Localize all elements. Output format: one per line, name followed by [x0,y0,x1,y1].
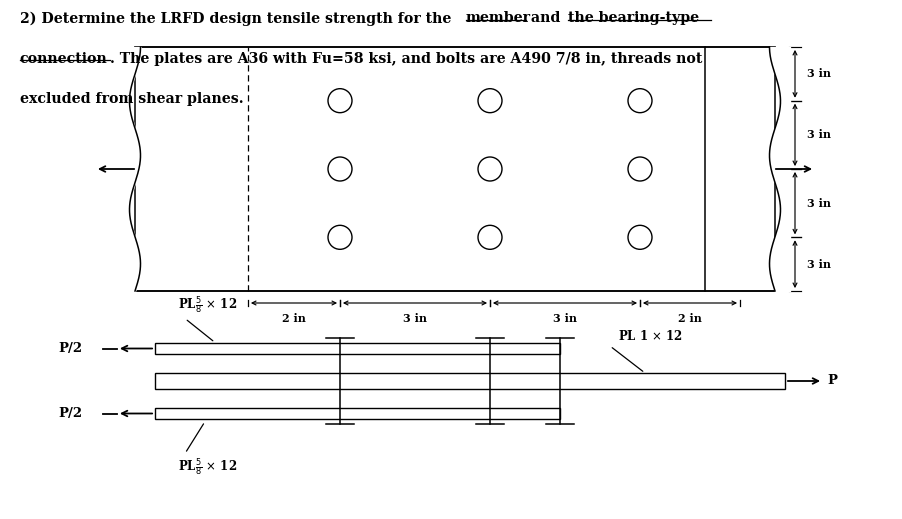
Circle shape [627,157,651,181]
Text: 3 in: 3 in [806,129,830,140]
Text: P: P [826,375,836,388]
Text: PL$\frac{5}{8}$ $\times$ 12: PL$\frac{5}{8}$ $\times$ 12 [178,294,237,316]
Text: 3 in: 3 in [806,198,830,209]
Circle shape [627,89,651,113]
Circle shape [327,157,352,181]
Circle shape [327,225,352,249]
Text: 3 in: 3 in [402,313,427,324]
Text: 3 in: 3 in [806,69,830,79]
Text: and: and [526,11,565,25]
Text: excluded from shear planes.: excluded from shear planes. [20,92,244,106]
Text: 2 in: 2 in [281,313,306,324]
Text: 2) Determine the LRFD design tensile strength for the: 2) Determine the LRFD design tensile str… [20,11,456,26]
Text: . The plates are A36 with Fu=58 ksi, and bolts are A490 7/8 in, threads not: . The plates are A36 with Fu=58 ksi, and… [110,52,702,66]
Text: PL 1 $\times$ 12: PL 1 $\times$ 12 [617,329,682,343]
Text: 2 in: 2 in [677,313,701,324]
Text: 3 in: 3 in [806,258,830,270]
Circle shape [627,225,651,249]
Text: PL$\frac{5}{8}$ $\times$ 12: PL$\frac{5}{8}$ $\times$ 12 [178,457,237,478]
Text: member: member [465,11,530,25]
Bar [155,408,559,419]
Bar [135,47,774,291]
Text: connection: connection [20,52,107,66]
Circle shape [477,225,502,249]
Bar [155,343,559,354]
Circle shape [477,157,502,181]
Circle shape [327,89,352,113]
Circle shape [477,89,502,113]
Bar [155,373,784,389]
Text: the bearing-type: the bearing-type [567,11,698,25]
Text: P/2: P/2 [58,407,82,420]
Text: P/2: P/2 [58,342,82,355]
Text: 3 in: 3 in [552,313,576,324]
